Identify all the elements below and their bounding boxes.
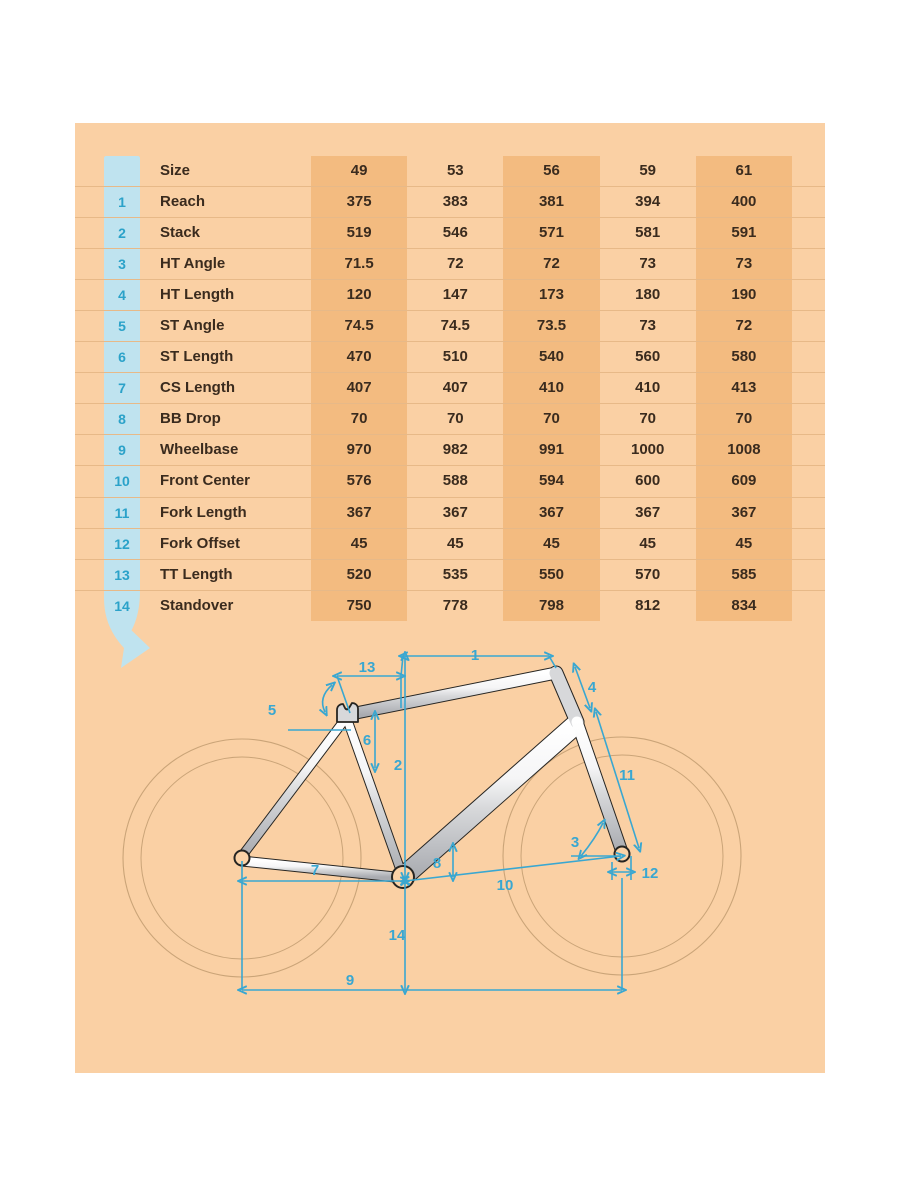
svg-text:5: 5 [268, 702, 276, 719]
svg-text:7: 7 [311, 862, 319, 879]
svg-text:10: 10 [497, 877, 514, 894]
svg-text:14: 14 [389, 927, 406, 944]
svg-text:13: 13 [359, 659, 376, 676]
svg-text:4: 4 [588, 679, 597, 696]
svg-text:12: 12 [642, 865, 659, 882]
svg-text:6: 6 [363, 732, 371, 749]
svg-text:9: 9 [346, 972, 354, 989]
svg-text:8: 8 [433, 855, 441, 872]
svg-text:11: 11 [619, 767, 635, 784]
svg-text:3: 3 [571, 834, 579, 851]
svg-text:1: 1 [471, 650, 479, 664]
svg-text:2: 2 [394, 757, 402, 774]
